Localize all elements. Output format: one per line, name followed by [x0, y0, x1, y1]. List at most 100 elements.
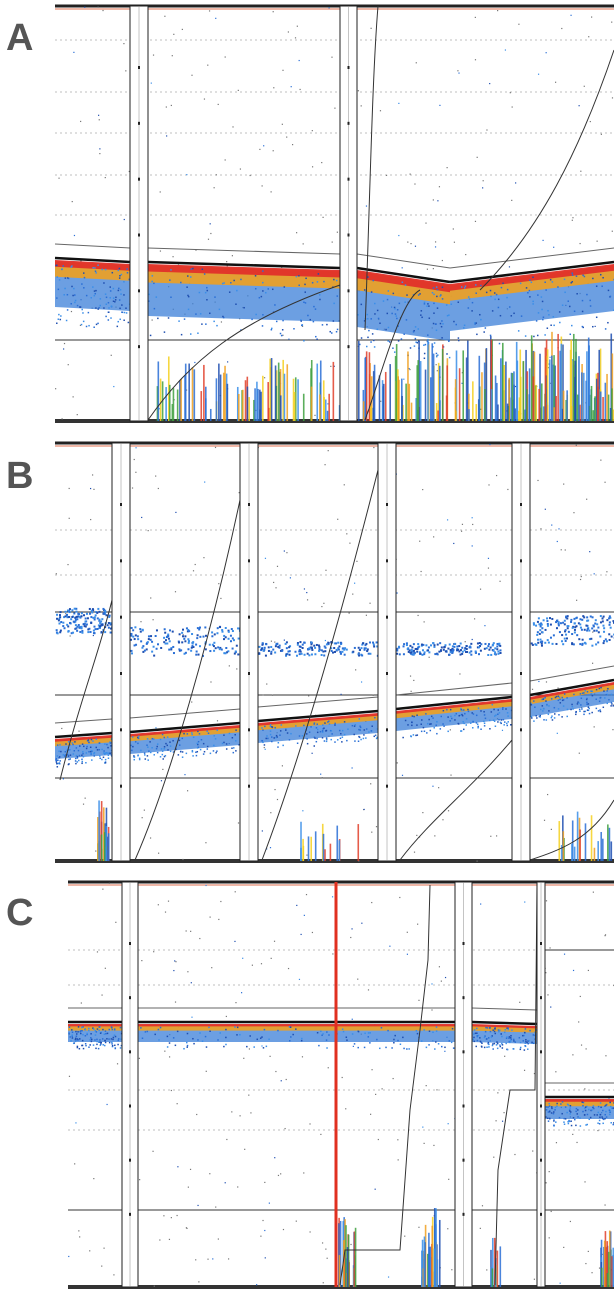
echo-dot	[364, 1033, 366, 1035]
bottom-echo	[558, 821, 560, 861]
layer-echo	[199, 627, 201, 629]
layer-echo	[335, 642, 337, 644]
echo-dot	[352, 1033, 354, 1035]
layer-echo	[184, 635, 186, 637]
echo-dot	[370, 341, 372, 343]
layer-echo	[399, 653, 401, 655]
echo-dot	[607, 322, 609, 324]
echo-dot	[56, 323, 58, 325]
bottom-echo	[578, 356, 580, 421]
noise-dot	[271, 191, 272, 192]
echo-dot	[296, 276, 298, 278]
echo-dot	[503, 724, 505, 726]
noise-dot	[210, 917, 211, 918]
noise-dot	[414, 852, 415, 853]
echo-dot	[547, 1106, 549, 1108]
echo-dot	[534, 707, 536, 709]
echo-dot	[367, 318, 369, 320]
noise-dot	[553, 247, 554, 248]
echo-dot	[272, 727, 274, 729]
echo-dot	[108, 757, 110, 759]
layer-echo	[318, 646, 320, 648]
echo-dot	[170, 745, 172, 747]
noise-dot	[270, 847, 271, 848]
echo-dot	[109, 1042, 111, 1044]
echo-dot	[429, 317, 431, 319]
bottom-echo	[585, 823, 587, 861]
noise-dot	[580, 579, 581, 580]
separator-tick	[386, 728, 388, 731]
layer-echo	[396, 648, 398, 650]
echo-dot	[337, 329, 339, 331]
echo-dot	[366, 346, 368, 348]
echo-dot	[506, 1036, 508, 1038]
noise-dot	[155, 727, 156, 728]
noise-dot	[457, 70, 458, 71]
echo-dot	[333, 279, 335, 281]
layer-echo	[459, 654, 461, 656]
layer-echo	[86, 613, 88, 615]
bottom-echo	[254, 388, 256, 421]
noise-dot	[436, 1089, 437, 1090]
layer-echo	[338, 649, 340, 651]
layer-echo	[93, 626, 95, 628]
noise-dot	[439, 186, 440, 187]
echo-dot	[610, 1106, 612, 1108]
layer-echo	[451, 652, 453, 654]
echo-dot	[60, 319, 62, 321]
layer-echo	[268, 650, 270, 652]
noise-dot	[345, 1108, 346, 1109]
echo-dot	[598, 1106, 600, 1108]
echo-dot	[169, 279, 171, 281]
echo-dot	[317, 732, 319, 734]
echo-dot	[334, 724, 336, 726]
echo-dot	[147, 755, 149, 757]
separator-tick	[129, 1050, 131, 1053]
echo-dot	[492, 310, 494, 312]
layer-echo	[409, 645, 411, 647]
echo-dot	[528, 1040, 530, 1042]
echo-dot	[262, 270, 264, 272]
layer-echo	[314, 653, 316, 655]
echo-dot	[57, 744, 59, 746]
noise-dot	[589, 551, 590, 552]
noise-dot	[489, 83, 490, 84]
echo-dot	[97, 1028, 99, 1030]
echo-dot	[301, 325, 303, 327]
bottom-echo	[210, 409, 212, 421]
echo-dot	[387, 340, 389, 342]
noise-dot	[510, 92, 511, 93]
echo-dot	[497, 714, 499, 716]
noise-dot	[388, 1276, 389, 1277]
noise-dot	[155, 475, 156, 476]
echo-dot	[126, 268, 128, 270]
echo-dot	[213, 745, 215, 747]
layer-echo	[484, 643, 486, 645]
echo-dot	[88, 742, 90, 744]
noise-dot	[271, 958, 272, 959]
layer-echo	[164, 632, 166, 634]
echo-dot	[101, 749, 103, 751]
noise-dot	[295, 37, 296, 38]
echo-dot	[246, 1046, 248, 1048]
layer-echo	[403, 645, 405, 647]
layer-echo	[72, 632, 74, 634]
noise-dot	[75, 1122, 76, 1123]
separator-tick	[463, 1105, 465, 1108]
echo-dot	[303, 340, 305, 342]
echo-dot	[262, 290, 264, 292]
echo-dot	[498, 299, 500, 301]
noise-dot	[604, 1204, 605, 1205]
echo-dot	[387, 1030, 389, 1032]
echo-dot	[537, 335, 539, 337]
noise-dot	[488, 558, 489, 559]
echo-dot	[497, 1048, 499, 1050]
noise-dot	[419, 541, 420, 542]
layer-echo	[56, 614, 58, 616]
echo-dot	[138, 738, 140, 740]
noise-dot	[173, 970, 174, 971]
noise-dot	[90, 488, 91, 489]
echo-dot	[86, 752, 88, 754]
echo-dot	[607, 688, 609, 690]
noise-dot	[141, 517, 142, 518]
